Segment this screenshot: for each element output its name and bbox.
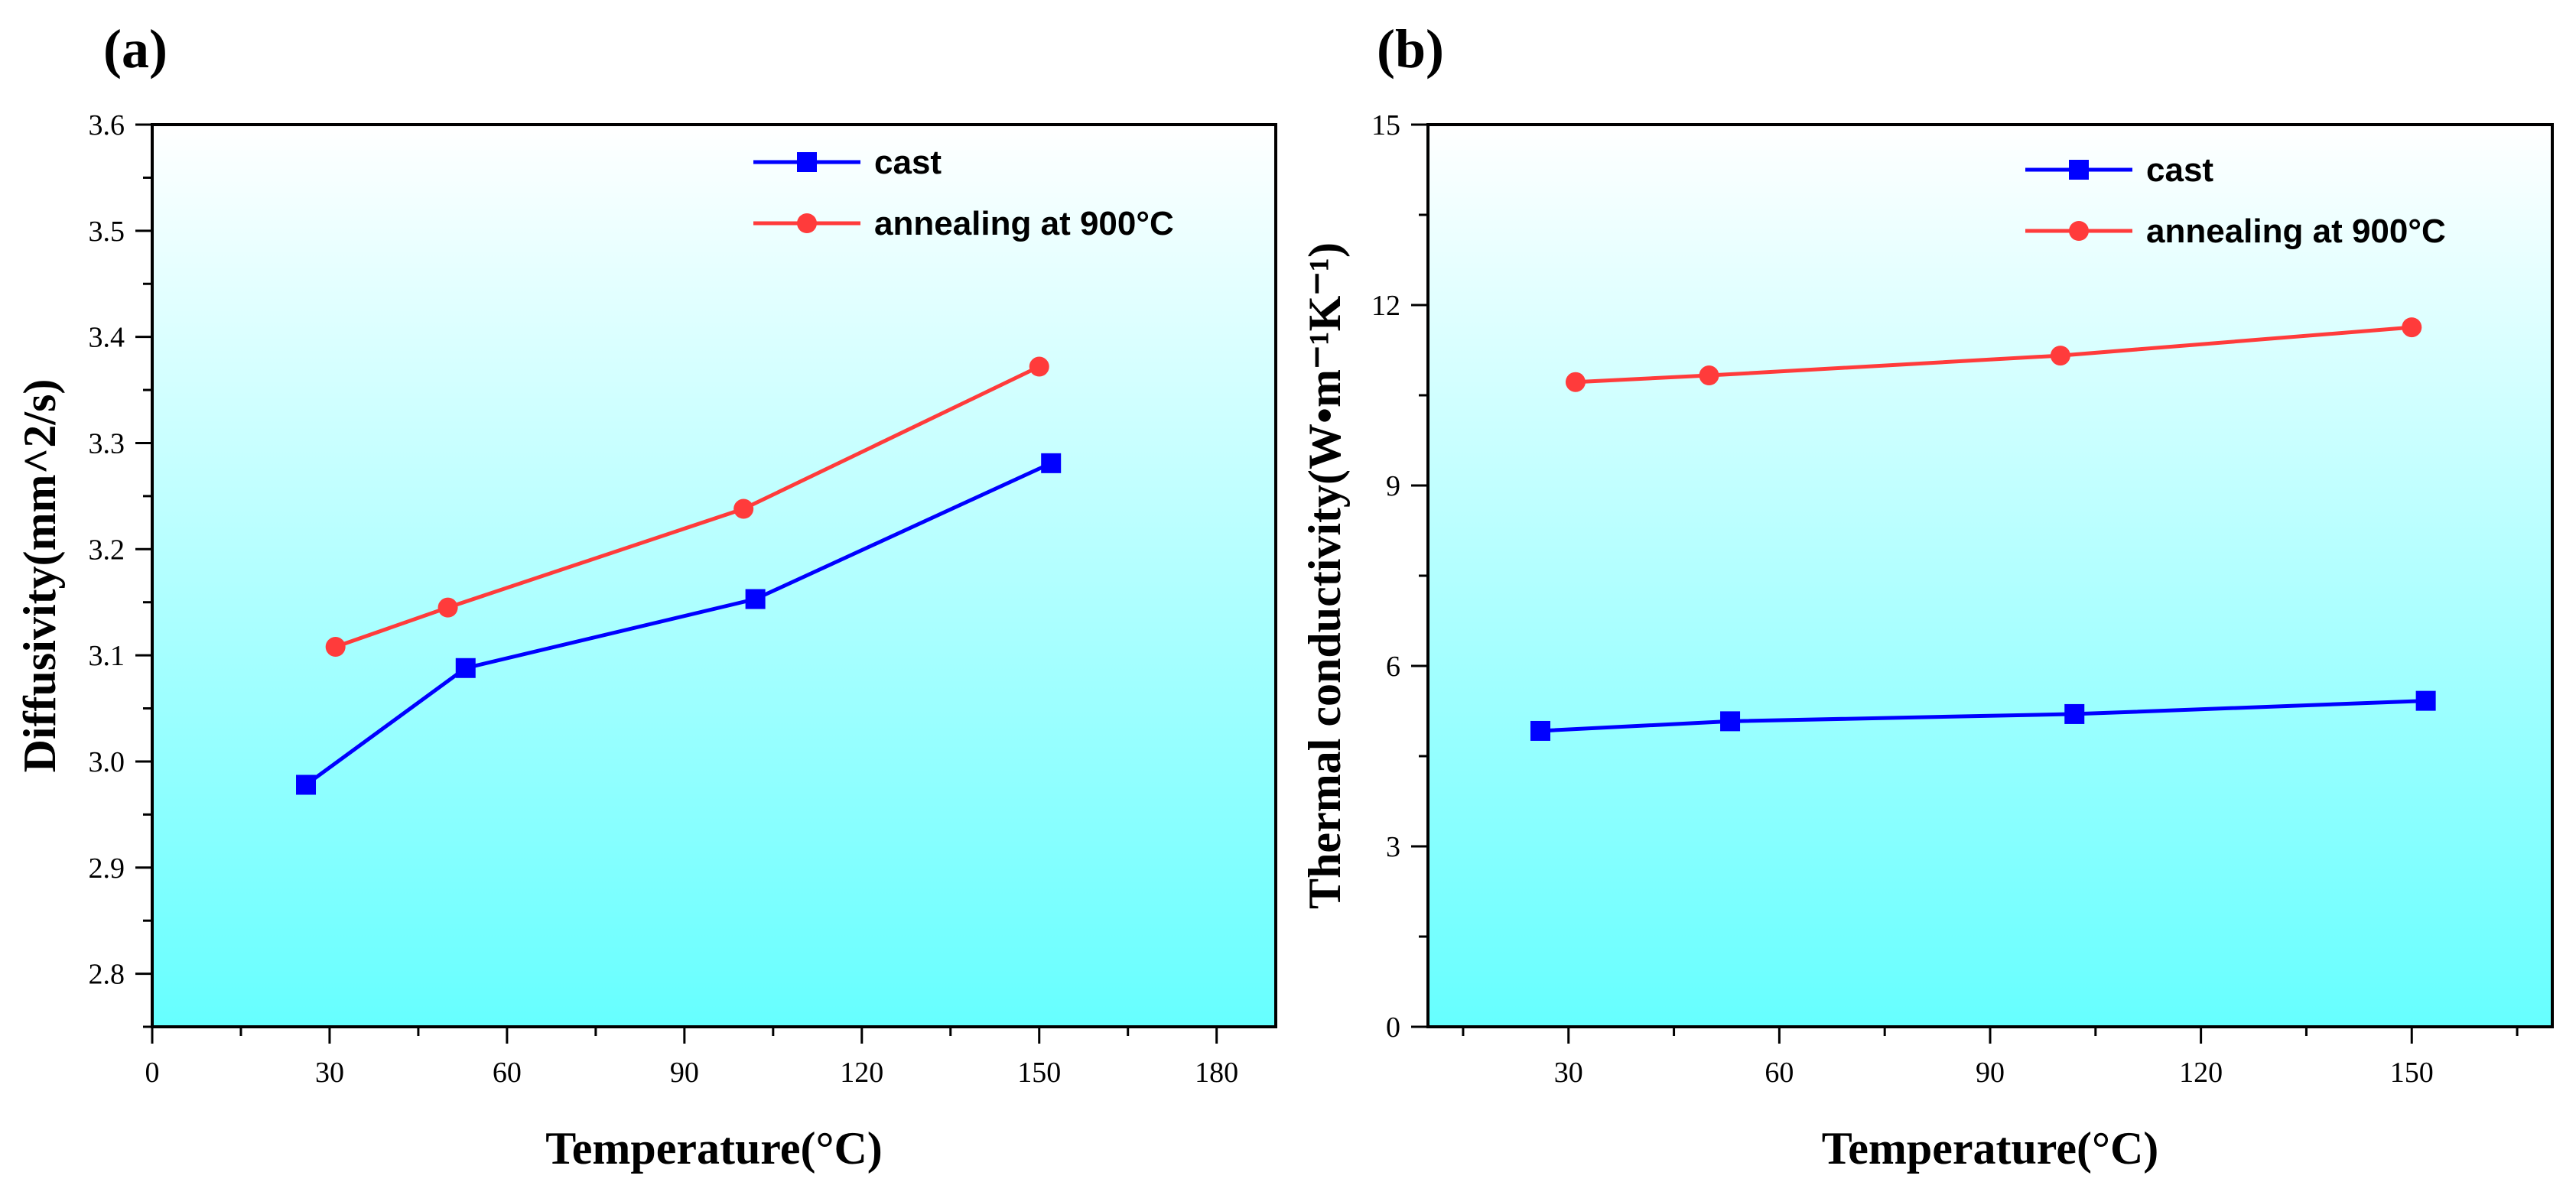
data-point-cast <box>2064 703 2085 724</box>
y-tick-label: 3 <box>1386 831 1400 863</box>
plot-area-a <box>152 125 1276 1027</box>
legend-marker <box>2069 160 2089 180</box>
x-tick-label: 60 <box>1764 1057 1794 1089</box>
legend-label: annealing at 900°C <box>874 205 1174 242</box>
data-point-annealing <box>437 597 458 618</box>
y-axis-title-b: Thermal conductivity(W•m⁻¹K⁻¹) <box>1299 242 1350 909</box>
legend-label: cast <box>874 144 942 181</box>
data-point-cast <box>745 589 766 609</box>
data-point-annealing <box>2402 317 2422 338</box>
x-axis-title-b: Temperature(°C) <box>1822 1123 2159 1174</box>
x-axis-title-a: Temperature(°C) <box>545 1123 883 1174</box>
series-line-cast <box>304 461 1052 787</box>
y-tick-label: 9 <box>1386 470 1400 502</box>
data-point-annealing <box>325 637 346 658</box>
ticks-b: 30 60 90 120 150 0 3 6 9 12 15 <box>1371 109 2519 1089</box>
y-tick-label: 3.2 <box>89 534 125 566</box>
x-tick-label: 120 <box>2179 1057 2223 1089</box>
y-tick-label: 2.9 <box>89 852 125 885</box>
data-point-cast <box>455 658 476 678</box>
legend-label: annealing at 900°C <box>2146 213 2446 250</box>
panel-label-b: (b) <box>1377 18 1444 80</box>
x-tick-label: 0 <box>145 1057 160 1089</box>
y-tick-label: 3.1 <box>89 640 125 672</box>
series-line-annealing <box>1575 325 2412 385</box>
x-tick-label: 90 <box>670 1057 699 1089</box>
x-tick-label: 180 <box>1195 1057 1238 1089</box>
legend-a: cast annealing at 900°C <box>753 144 1174 242</box>
data-point-annealing <box>1699 365 1719 386</box>
data-point-cast <box>2415 690 2436 711</box>
data-point-annealing <box>733 498 754 519</box>
x-tick-label: 90 <box>1976 1057 2005 1089</box>
x-tick-label: 30 <box>1554 1057 1583 1089</box>
x-tick-label: 30 <box>315 1057 344 1089</box>
y-axis-title-a: Diffusivity(mm^2/s) <box>15 379 65 773</box>
plot-frame-b <box>1426 123 2554 1028</box>
panel-label-a: (a) <box>103 18 168 80</box>
chart-panel-b: 30 60 90 120 150 0 3 6 9 12 15 cast annealing at 90… <box>1299 18 2554 1174</box>
y-tick-label: 3.6 <box>89 109 125 141</box>
ticks-a: 0 30 60 90 120 150 180 2.8 2.9 3.0 3.1 3.2 3.3 3.4 3.5… <box>89 109 1239 1089</box>
plot-frame-a <box>151 123 1277 1028</box>
data-point-annealing <box>2050 346 2070 366</box>
x-tick-label: 150 <box>1017 1057 1061 1089</box>
legend-marker <box>2069 221 2089 241</box>
data-point-annealing <box>1029 356 1049 377</box>
x-tick-label: 120 <box>840 1057 883 1089</box>
data-marks-b <box>1530 317 2436 741</box>
data-point-cast <box>1041 453 1062 473</box>
y-tick-label: 12 <box>1371 290 1400 322</box>
legend-marker <box>797 152 817 172</box>
y-tick-label: 15 <box>1371 109 1400 141</box>
legend-marker <box>797 213 817 233</box>
y-tick-label: 3.5 <box>89 216 125 248</box>
chart-panel-a: 0 30 60 90 120 150 180 2.8 2.9 3.0 3.1 3.2 3.3 3.4 3.5… <box>15 18 1277 1174</box>
series-line-annealing <box>334 365 1040 649</box>
plot-area-b <box>1428 125 2552 1027</box>
data-point-annealing <box>1565 372 1586 392</box>
data-point-cast <box>1720 711 1741 732</box>
y-tick-label: 2.8 <box>89 959 125 991</box>
y-tick-label: 3.0 <box>89 746 125 778</box>
x-tick-label: 60 <box>493 1057 522 1089</box>
legend-label: cast <box>2146 151 2213 189</box>
data-point-cast <box>296 774 317 795</box>
data-point-cast <box>1530 720 1550 741</box>
series-line-cast <box>1540 699 2426 733</box>
y-tick-label: 3.3 <box>89 427 125 459</box>
y-tick-label: 3.4 <box>89 322 125 354</box>
y-tick-label: 6 <box>1386 651 1400 683</box>
x-tick-label: 150 <box>2390 1057 2434 1089</box>
data-marks-a <box>296 356 1062 795</box>
legend-b: cast annealing at 900°C <box>2025 151 2446 250</box>
y-tick-label: 0 <box>1386 1012 1400 1044</box>
